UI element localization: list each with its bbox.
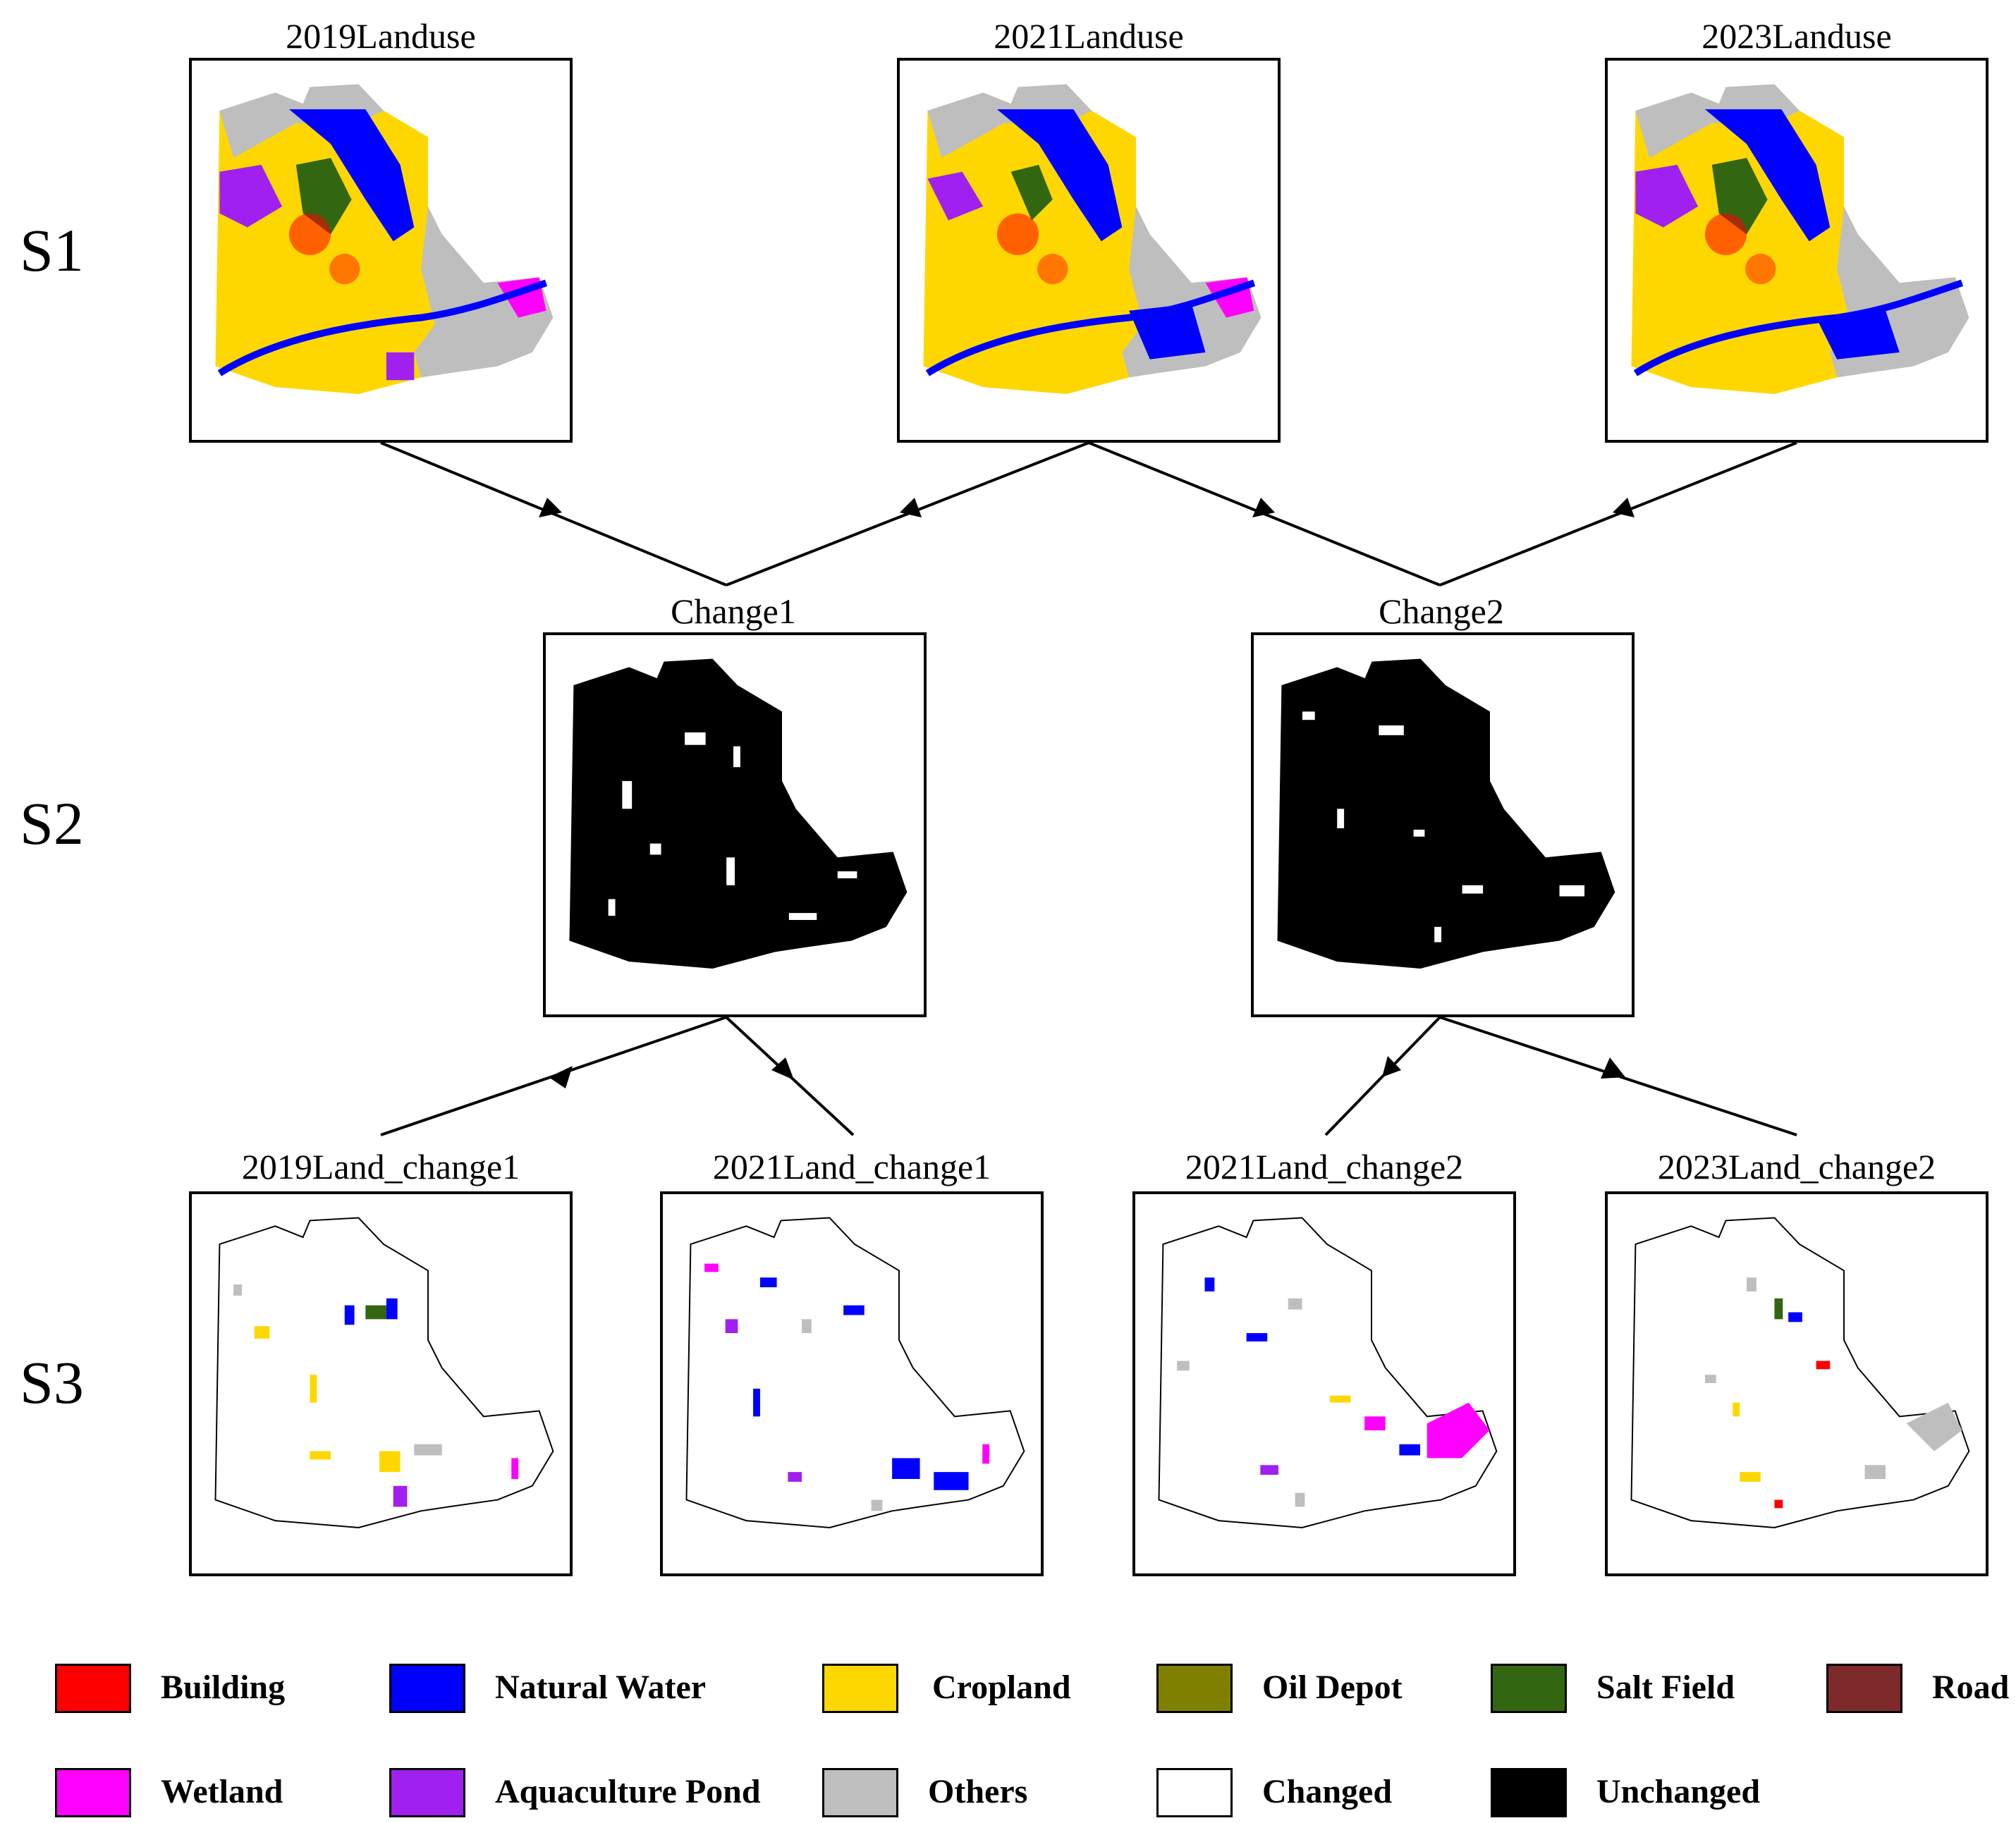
legend-label-unchanged: Unchanged [1596,1773,1761,1810]
legend-label-salt-field: Salt Field [1596,1669,1735,1706]
pond-region [219,164,283,228]
title-2019-land-change1: 2019Land_change1 [241,1147,520,1186]
legend-label-wetland: Wetland [161,1773,283,1810]
arrow-2023-to-change2 [1439,441,1797,587]
legend-label-natural-water: Natural Water [495,1669,707,1706]
legend-swatch-others [822,1768,898,1817]
river [1633,279,1964,376]
legend-label-aquaculture-pond: Aquaculture Pond [495,1773,761,1810]
arrowhead [539,498,562,517]
map-change2 [1251,632,1635,1017]
legend-label-road: Road [1932,1669,2010,1706]
map-2023-landuse [1605,58,1988,443]
salt-field [1010,164,1053,221]
legend-label-changed: Changed [1262,1773,1393,1810]
legend-label-cropland: Cropland [932,1669,1071,1706]
arrowhead [771,1057,794,1080]
legend-swatch-road [1826,1664,1902,1713]
map-2019-land-change1 [189,1191,573,1576]
title-2023-landuse: 2023Landuse [1702,16,1892,56]
legend-swatch-natural-water [389,1664,465,1713]
title-change1: Change1 [671,591,796,631]
arrowhead [1382,1056,1401,1077]
legend-label-oil-depot: Oil Depot [1262,1669,1403,1706]
legend-swatch-oil-depot [1156,1664,1233,1713]
pond-region [1635,164,1699,228]
legend-swatch-salt-field [1491,1664,1567,1713]
map-2023-land-change2 [1605,1191,1988,1576]
changed-patches [608,732,857,920]
arrowhead [900,498,922,517]
legend-swatch-unchanged [1491,1768,1567,1817]
title-2021-landuse: 2021Landuse [994,16,1184,56]
flow-arrows [380,441,1797,1136]
title-change2: Change2 [1379,591,1504,631]
legend-swatch-wetland [55,1768,131,1817]
water-region [1816,310,1900,360]
title-2019-landuse: 2019Landuse [286,16,476,56]
others-region [219,84,384,158]
title-2021-land-change1: 2021Land_change1 [712,1147,991,1186]
study-area-outline [685,1217,1025,1528]
water-region [996,109,1123,242]
legend-swatch-cropland [822,1664,898,1713]
map-2021-land-change2 [1132,1191,1516,1576]
study-area-outline [214,1217,554,1528]
legend-label-others: Others [928,1773,1028,1810]
unchanged-area [569,658,908,969]
others-region [927,84,1092,158]
others-region [414,206,554,378]
river [925,279,1256,376]
study-area-outline [1630,1217,1970,1528]
map-2021-landuse [897,58,1281,443]
legend-swatch-building [55,1664,131,1713]
pond-region [927,171,984,221]
stage-label-s1: S1 [20,216,84,284]
study-area-outline [1158,1217,1498,1528]
wetland-change [1427,1402,1490,1459]
others-region [1635,84,1800,158]
stage-label-s3: S3 [20,1349,84,1416]
arrowhead [1252,498,1275,517]
title-2021-land-change2: 2021Land_change2 [1185,1147,1464,1186]
arrowhead [1601,1057,1625,1079]
unchanged-area [1277,658,1615,969]
title-2023-land-change2: 2023Land_change2 [1657,1147,1936,1186]
arrowhead [1613,498,1635,517]
others-change [1906,1402,1962,1451]
changed-patches [1302,711,1584,943]
map-2019-landuse [189,58,573,443]
water-region [1704,109,1831,242]
stage-label-s2: S2 [20,790,84,857]
legend-label-building: Building [161,1669,286,1706]
legend-swatch-changed [1156,1768,1233,1817]
map-change1 [543,632,927,1017]
arrowhead [549,1066,573,1088]
water-region [288,109,415,242]
legend-swatch-aquaculture-pond [389,1768,465,1817]
river [217,279,548,376]
map-2021-land-change1 [660,1191,1044,1576]
